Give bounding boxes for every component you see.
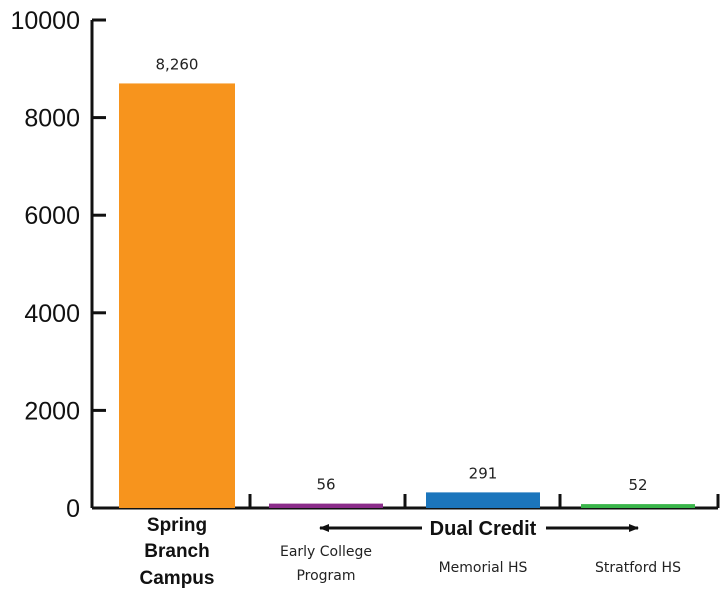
data-label: 291 xyxy=(469,464,498,482)
bar xyxy=(119,83,235,508)
category-label: Campus xyxy=(140,568,215,589)
category-label: Branch xyxy=(144,541,209,562)
bars xyxy=(119,83,695,508)
bar xyxy=(581,504,695,508)
category-label: Program xyxy=(296,568,355,584)
axes: 0 2000 4000 6000 8000 10000 xyxy=(10,7,720,523)
data-label: 52 xyxy=(628,476,647,494)
y-tick-label: 6000 xyxy=(24,202,80,230)
data-label: 56 xyxy=(316,476,335,494)
bar xyxy=(426,492,540,508)
y-tick-label: 0 xyxy=(66,495,80,523)
category-label: Spring xyxy=(147,515,207,536)
group-label: Dual Credit xyxy=(430,518,537,540)
y-tick-label: 4000 xyxy=(24,300,80,328)
labels: 8,260 56 291 52 Spring Branch Campus Early Coll… xyxy=(140,55,682,589)
y-tick-label: 8000 xyxy=(24,105,80,133)
category-label: Stratford HS xyxy=(595,560,681,576)
category-label: Memorial HS xyxy=(439,560,528,576)
y-tick-label: 2000 xyxy=(24,397,80,425)
group-annotation: Dual Credit xyxy=(319,518,639,540)
y-tick-label: 10000 xyxy=(10,7,80,35)
category-label: Early College xyxy=(280,544,372,560)
data-label: 8,260 xyxy=(156,55,199,73)
bar xyxy=(269,503,383,508)
